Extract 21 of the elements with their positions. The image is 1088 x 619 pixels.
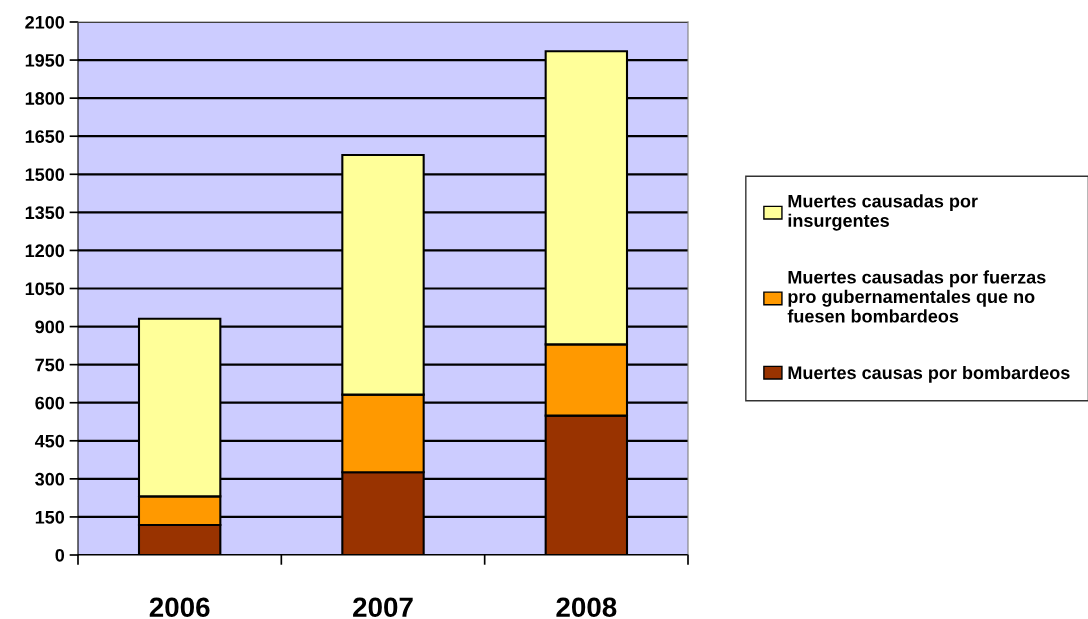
y-tick-label: 1200 <box>25 244 65 258</box>
x-tick-label: 2007 <box>353 597 413 618</box>
y-tick-label: 450 <box>34 434 65 448</box>
legend-label: Muertes causas por bombardeos <box>788 365 1070 383</box>
x-tick-label: 2008 <box>556 597 617 618</box>
y-tick-label: 1800 <box>25 92 65 105</box>
y-tick-label: 150 <box>35 510 65 524</box>
y-tick-label: 1050 <box>25 282 65 296</box>
y-tick-label: 600 <box>35 396 65 410</box>
y-tick-label: 750 <box>35 358 65 372</box>
y-tick-label: 1950 <box>25 54 65 67</box>
legend-label: Muertes causadas por insurgentes <box>788 194 978 231</box>
y-tick-label: 300 <box>35 472 65 486</box>
y-tick-label: 1350 <box>25 206 65 220</box>
y-tick-label: 0 <box>55 548 65 562</box>
legend-label: Muertes causadas por fuerzas pro gubernamentales que no fuesen bombardeos <box>787 270 1046 323</box>
x-tick-label: 2006 <box>149 597 210 618</box>
y-tick-label: 1500 <box>25 168 65 182</box>
y-tick-label: 2100 <box>25 15 65 29</box>
y-tick-label: 1650 <box>25 130 65 143</box>
y-tick-label: 900 <box>35 320 65 334</box>
